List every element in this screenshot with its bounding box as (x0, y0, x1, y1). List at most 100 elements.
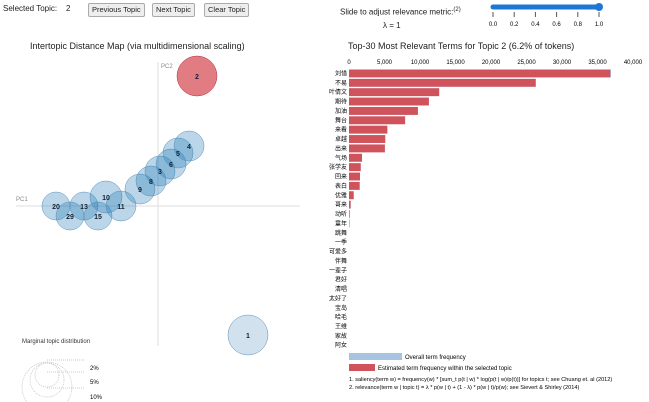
marginal-10pct: 10% (90, 395, 103, 401)
slider-label: Slide to adjust relevance metric:(2) (340, 7, 461, 17)
topic-term-bar (349, 125, 388, 134)
term-label[interactable]: 张学友 (329, 163, 347, 171)
topic-circle[interactable] (89, 180, 123, 214)
topic-circle-15[interactable] (83, 201, 113, 231)
term-label[interactable]: 回来 (335, 174, 347, 181)
footnote: 2. relevance(term w | topic t) = λ * p(w… (349, 385, 579, 391)
term-label[interactable]: 太好了 (329, 294, 347, 302)
x-tick-label: 40,000 (624, 60, 643, 66)
term-label[interactable]: 童年 (335, 219, 347, 227)
topic-circle[interactable] (173, 130, 205, 162)
topic-term-bar (349, 153, 362, 162)
topic-label: 29 (66, 214, 74, 221)
slider-tick-label: 1.0 (595, 22, 604, 28)
footnote: 1. saliency(term w) = frequency(w) * [su… (349, 377, 612, 383)
term-label[interactable]: 舞台 (335, 116, 347, 124)
x-tick-label: 5,000 (377, 60, 393, 66)
previous-topic-button[interactable]: Previous Topic (88, 3, 145, 17)
topic-circle-9[interactable] (124, 173, 156, 205)
topic-label: 15 (94, 214, 102, 221)
topic-label: 3 (158, 169, 162, 176)
clear-topic-button[interactable]: Clear Topic (204, 3, 250, 17)
topic-circle-13[interactable] (69, 191, 99, 221)
term-label[interactable]: 优雅 (335, 191, 347, 199)
term-label[interactable]: 阿女 (335, 341, 347, 349)
topic-term-bar (349, 116, 406, 125)
term-label[interactable]: 哈毛 (335, 313, 347, 321)
x-tick-label: 0 (347, 60, 351, 66)
term-label[interactable]: 一季 (335, 238, 347, 246)
term-label[interactable]: 清唱 (335, 285, 347, 293)
term-label[interactable]: 伴舞 (335, 257, 347, 265)
topic-circle[interactable] (135, 165, 167, 197)
marginal-5pct: 5% (90, 380, 99, 386)
topic-circle[interactable] (83, 201, 113, 231)
term-label[interactable]: 叶倩文 (329, 88, 347, 96)
topic-term-bar (349, 210, 350, 218)
x-tick-label: 10,000 (411, 60, 430, 66)
term-label[interactable]: 宝岛 (335, 304, 347, 312)
term-label[interactable]: 期待 (335, 98, 347, 106)
topic-term-bar (349, 69, 611, 78)
topic-term-bar (349, 78, 536, 87)
topic-circle-2[interactable] (176, 55, 218, 97)
topic-label: 6 (169, 162, 173, 169)
term-label[interactable]: 君好 (335, 276, 347, 284)
term-label[interactable]: 刘惜 (335, 70, 347, 78)
term-label[interactable]: 家故 (335, 332, 347, 340)
topic-label: 9 (138, 187, 142, 194)
topic-circle[interactable] (227, 314, 269, 356)
topic-term-bar (349, 144, 385, 153)
term-label[interactable]: 跳舞 (335, 229, 347, 237)
bar-chart-title: Top-30 Most Relevant Terms for Topic 2 (… (348, 41, 575, 51)
term-label[interactable]: 可爱多 (329, 248, 347, 256)
term-label[interactable]: 气场 (335, 154, 347, 162)
term-label[interactable]: 卓越 (335, 135, 347, 143)
slider-label-text: Slide to adjust relevance metric: (340, 7, 454, 17)
topic-term-bar (349, 191, 354, 200)
selected-topic-input[interactable]: 2 (66, 4, 71, 13)
topic-circle-1[interactable] (227, 314, 269, 356)
topic-label: 13 (80, 204, 88, 211)
term-label[interactable]: 王维 (335, 322, 347, 330)
term-label[interactable]: 出来 (335, 144, 347, 152)
term-label[interactable]: 加油 (335, 107, 347, 115)
next-topic-button[interactable]: Next Topic (152, 3, 195, 17)
topic-circle-4[interactable] (173, 130, 205, 162)
topic-label: 5 (176, 151, 180, 158)
x-tick-label: 35,000 (588, 60, 607, 66)
topic-label: 8 (149, 179, 153, 186)
topic-term-bar (349, 88, 440, 97)
slider-handle[interactable] (595, 3, 603, 11)
topic-circle[interactable] (69, 191, 99, 221)
topic-label: 20 (52, 204, 60, 211)
x-tick-label: 25,000 (517, 60, 536, 66)
term-label[interactable]: 哥来 (335, 202, 347, 209)
term-label[interactable]: 表白 (335, 182, 347, 190)
relevance-slider[interactable]: 0.0 0.2 0.4 0.6 0.8 1.0 (480, 0, 640, 32)
topic-circle[interactable] (124, 173, 156, 205)
topic-term-bar (349, 200, 351, 209)
topic-term-bar (349, 163, 361, 172)
topic-label: 11 (117, 204, 125, 211)
term-label[interactable]: 不易 (335, 80, 347, 87)
slider-tick-label: 0.2 (510, 22, 519, 28)
x-tick-label: 15,000 (446, 60, 465, 66)
term-label[interactable]: 来看 (335, 126, 347, 134)
topic-circle-8[interactable] (135, 165, 167, 197)
lambda-value: λ = 1 (383, 21, 401, 30)
topic-circle-10[interactable] (89, 180, 123, 214)
term-label[interactable]: 动听 (335, 210, 347, 218)
x-tick-label: 30,000 (553, 60, 572, 66)
topic-term-bar (349, 106, 418, 115)
relevant-terms-bar-chart: 0 5,000 10,000 15,000 20,000 25,000 30,000 35,0… (329, 60, 643, 391)
topic-label: 10 (102, 195, 110, 202)
topic-term-bar (349, 97, 429, 106)
slider-tick-label: 0.0 (489, 22, 498, 28)
pc2-label: PC2 (161, 64, 173, 70)
term-label[interactable]: 一辈子 (329, 266, 347, 274)
slider-tick-label: 0.4 (531, 22, 540, 28)
topic-circle[interactable] (176, 55, 218, 97)
pc1-label: PC1 (16, 197, 28, 203)
